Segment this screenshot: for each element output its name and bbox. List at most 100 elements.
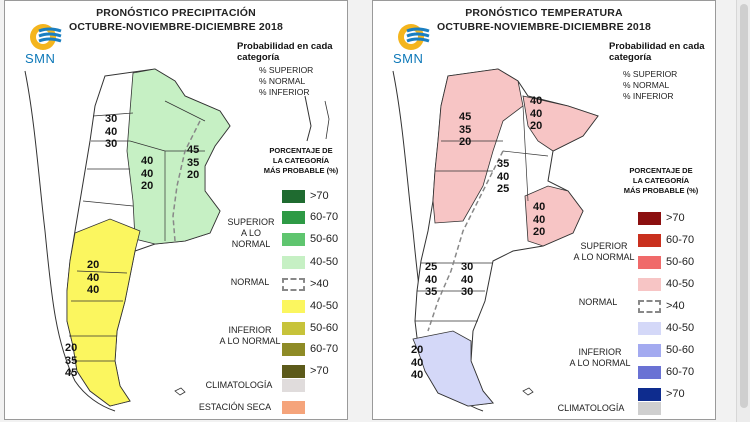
legend-label: 40-50: [666, 278, 695, 290]
probability-header-line: Probabilidad en cada: [609, 41, 705, 52]
category-superior-label: SUPERIOR A LO NORMAL: [573, 241, 635, 263]
value-superior: 25: [425, 261, 438, 273]
smn-logo-icon: [398, 24, 430, 50]
region-values-buenos-aires: 40 40 20: [533, 201, 545, 239]
value-inferior: 40: [87, 284, 100, 296]
category-superior-label: SUPERIOR A LO NORMAL: [221, 217, 281, 250]
legend-label: 60-70: [666, 366, 695, 378]
legend-label: 60-70: [666, 234, 695, 246]
climatologia-swatch: [638, 402, 661, 415]
category-label-line: A LO NORMAL: [573, 252, 635, 262]
percentage-header: PORCENTAJE DE LA CATEGORÍA MÁS PROBABLE …: [611, 166, 711, 196]
legend-swatch: [282, 322, 305, 335]
percentage-header-line: MÁS PROBABLE (%): [263, 166, 339, 175]
region-fill-inferior: [412, 330, 494, 407]
value-normal: 40: [141, 167, 154, 180]
logo-text: SMN: [393, 51, 424, 66]
percentage-header: PORCENTAJE DE LA CATEGORÍA MÁS PROBABLE …: [253, 146, 347, 176]
region-values-noroeste: 30 40 30: [105, 113, 117, 151]
value-superior: 30: [461, 261, 474, 273]
legend-swatch: [638, 212, 661, 225]
region-fill-superior-nw: [432, 68, 524, 224]
vertical-scrollbar[interactable]: [736, 0, 750, 422]
legend-label: >70: [666, 388, 685, 400]
legend-swatch: [282, 233, 305, 246]
category-normal-label: NORMAL: [578, 297, 618, 307]
percentage-header-line: MÁS PROBABLE (%): [623, 186, 699, 195]
panel-title: PRONÓSTICO PRECIPITACIÓN OCTUBRE-NOVIEMB…: [5, 6, 347, 34]
value-inferior: 25: [497, 183, 510, 195]
legend-swatch: [638, 344, 661, 357]
probability-header-line: categoría: [237, 52, 280, 63]
region-fill-superior: [126, 68, 231, 245]
probability-header-line: categoría: [609, 52, 652, 63]
category-climatologia-label: CLIMATOLOGÍA: [205, 380, 273, 390]
value-normal: 40: [530, 107, 543, 120]
prob-superior: % SUPERIOR: [623, 69, 678, 79]
probability-order: % SUPERIOR % NORMAL % INFERIOR: [623, 69, 677, 102]
category-label-line: A LO NORMAL: [219, 336, 281, 346]
value-inferior: 30: [461, 286, 474, 298]
region-values-centro: 35 40 25: [497, 158, 509, 196]
title-line-2: OCTUBRE-NOVIEMBRE-DICIEMBRE 2018: [436, 21, 652, 33]
legend-label: >40: [310, 278, 329, 290]
scrollbar-thumb[interactable]: [740, 4, 748, 408]
value-superior: 40: [141, 155, 154, 167]
probability-header: Probabilidad en cada categoría: [237, 41, 333, 63]
legend-label: 40-50: [666, 322, 695, 334]
legend-swatch: [282, 190, 305, 203]
value-superior: 35: [497, 158, 510, 170]
panel-title: PRONÓSTICO TEMPERATURA OCTUBRE-NOVIEMBRE…: [373, 6, 715, 34]
value-inferior: 45: [65, 367, 78, 379]
category-climatologia-label: CLIMATOLOGÍA: [557, 403, 625, 413]
region-values-patagonia-sur: 20 40 40: [411, 344, 423, 382]
prob-inferior: % INFERIOR: [623, 91, 674, 101]
probability-header: Probabilidad en cada categoría: [609, 41, 705, 63]
value-superior: 40: [530, 95, 543, 107]
value-normal: 40: [461, 273, 474, 286]
legend-swatch: [638, 278, 661, 291]
percentage-header-line: LA CATEGORÍA: [632, 176, 690, 185]
category-label-line: A LO NORMAL: [569, 358, 631, 368]
value-inferior: 40: [411, 369, 424, 381]
region-values-patagonia-norte: 30 40 30: [461, 261, 473, 299]
legend-swatch: [282, 278, 305, 291]
category-estacion-seca-label: ESTACIÓN SECA: [198, 402, 272, 412]
region-values-patagonia-sur: 20 35 45: [65, 342, 77, 380]
title-line-2: OCTUBRE-NOVIEMBRE-DICIEMBRE 2018: [68, 21, 284, 33]
category-normal-label: NORMAL: [230, 277, 270, 287]
region-fill-superior-ba: [524, 185, 584, 247]
value-inferior: 20: [459, 136, 472, 148]
category-label-line: SUPERIOR: [580, 241, 628, 251]
argentina-precip-map: [24, 68, 330, 412]
prob-normal: % NORMAL: [623, 80, 670, 90]
legend-swatch: [638, 388, 661, 401]
legend-swatch: [638, 234, 661, 247]
prob-normal: % NORMAL: [259, 76, 306, 86]
climatologia-swatch: [282, 379, 305, 392]
category-label-line: INFERIOR: [578, 347, 622, 357]
value-superior: 20: [65, 342, 78, 354]
value-normal: 35: [459, 123, 472, 136]
value-inferior: 20: [187, 169, 200, 181]
value-superior: 20: [87, 259, 100, 271]
value-normal: 40: [411, 356, 424, 369]
legend-swatch: [282, 211, 305, 224]
value-inferior: 20: [533, 226, 546, 238]
category-inferior-label: INFERIOR A LO NORMAL: [569, 347, 631, 369]
title-line-1: PRONÓSTICO TEMPERATURA: [465, 7, 623, 19]
region-values-cuyo: 25 40 35: [425, 261, 437, 299]
legend-label: 50-60: [666, 256, 695, 268]
value-normal: 35: [187, 156, 200, 169]
legend-label: 50-60: [666, 344, 695, 356]
legend-label: 50-60: [310, 322, 339, 334]
legend-label: 60-70: [310, 211, 339, 223]
estacion-seca-swatch: [282, 401, 305, 414]
value-inferior: 20: [530, 120, 543, 132]
legend-swatch: [282, 256, 305, 269]
region-values-noroeste: 45 35 20: [459, 111, 471, 149]
legend-swatch: [282, 300, 305, 313]
category-label-line: INFERIOR: [228, 325, 272, 335]
region-fill-superior-ne: [522, 95, 599, 152]
region-fill-inferior: [66, 218, 141, 407]
